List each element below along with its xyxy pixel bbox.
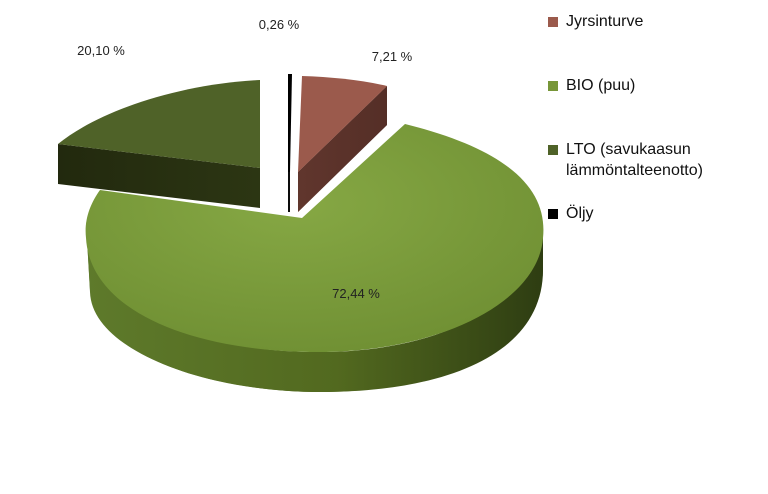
slice-jyrsinturve [298, 76, 387, 212]
slice-lto-side [58, 144, 260, 208]
legend-label-jyrsinturve: Jyrsinturve [566, 13, 644, 30]
legend-label-bio: BIO (puu) [566, 77, 636, 94]
legend-swatch-lto [548, 145, 558, 155]
slice-oljy [288, 74, 292, 212]
slice-jyrsinturve-side [298, 86, 387, 212]
slice-oljy-top [288, 74, 292, 172]
legend-swatch-jyrsinturve [548, 17, 558, 27]
legend-item-lto: LTO (savukaasun lämmöntalteenotto) [548, 139, 763, 181]
legend-label-lto: LTO (savukaasun lämmöntalteenotto) [566, 141, 703, 179]
slice-bio [85, 124, 544, 392]
legend-swatch-bio [548, 81, 558, 91]
legend-item-oljy: Öljy [548, 203, 763, 224]
slice-jyrsinturve-top [298, 76, 387, 172]
slice-bio-top [85, 124, 544, 352]
legend-swatch-oljy [548, 209, 558, 219]
legend-item-jyrsinturve: Jyrsinturve [548, 11, 763, 32]
slice-lto-top [58, 80, 260, 168]
data-label-jyrsinturve: 7,21 % [372, 49, 413, 64]
slice-bio-side-main [86, 222, 543, 392]
data-label-oljy: 0,26 % [259, 17, 300, 32]
legend-item-bio: BIO (puu) [548, 75, 763, 96]
slice-oljy-side [288, 172, 290, 212]
data-label-lto: 20,10 % [77, 43, 125, 58]
legend-label-oljy: Öljy [566, 205, 594, 222]
data-label-bio: 72,44 % [332, 286, 380, 301]
slice-lto [58, 80, 260, 208]
